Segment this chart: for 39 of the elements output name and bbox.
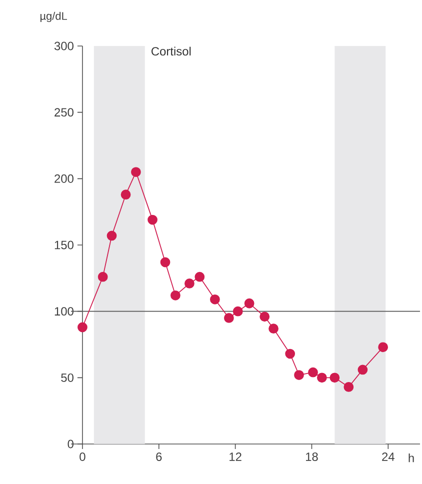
y-tick-label: 100 bbox=[54, 307, 74, 316]
y-tick-label: 300 bbox=[54, 42, 74, 50]
x-tick-label: 24 bbox=[382, 452, 394, 461]
point bbox=[330, 372, 340, 383]
point bbox=[285, 348, 296, 359]
point bbox=[184, 278, 194, 288]
chart-title: Cortisol bbox=[152, 46, 191, 56]
point bbox=[78, 322, 88, 332]
point bbox=[260, 312, 270, 322]
x-tick-label: 0 bbox=[80, 452, 86, 461]
point bbox=[232, 306, 243, 316]
point bbox=[308, 367, 318, 378]
y-tick-label: 250 bbox=[54, 108, 74, 117]
x-tick-label: 12 bbox=[230, 452, 242, 461]
point bbox=[344, 382, 354, 392]
point bbox=[268, 324, 278, 334]
point bbox=[224, 313, 234, 323]
point bbox=[98, 272, 108, 282]
y-tick-label: 0 bbox=[68, 440, 74, 448]
x-axis-title: h bbox=[408, 454, 414, 462]
point bbox=[131, 167, 141, 177]
point bbox=[378, 342, 388, 352]
y-tick-label: 50 bbox=[61, 373, 74, 382]
point bbox=[106, 230, 117, 241]
point bbox=[194, 272, 205, 282]
point bbox=[148, 214, 158, 225]
point bbox=[358, 364, 368, 375]
point bbox=[294, 370, 304, 380]
point bbox=[244, 298, 254, 308]
point bbox=[210, 294, 220, 304]
point bbox=[120, 190, 131, 200]
y-tick-label: 200 bbox=[54, 174, 74, 183]
point bbox=[160, 257, 170, 268]
point bbox=[316, 372, 327, 383]
x-tick-label: 18 bbox=[306, 452, 318, 461]
point bbox=[170, 290, 180, 300]
y-axis-title: µg/dL bbox=[40, 12, 68, 22]
x-tick-label: 6 bbox=[156, 452, 162, 461]
y-tick-label: 150 bbox=[54, 240, 74, 250]
